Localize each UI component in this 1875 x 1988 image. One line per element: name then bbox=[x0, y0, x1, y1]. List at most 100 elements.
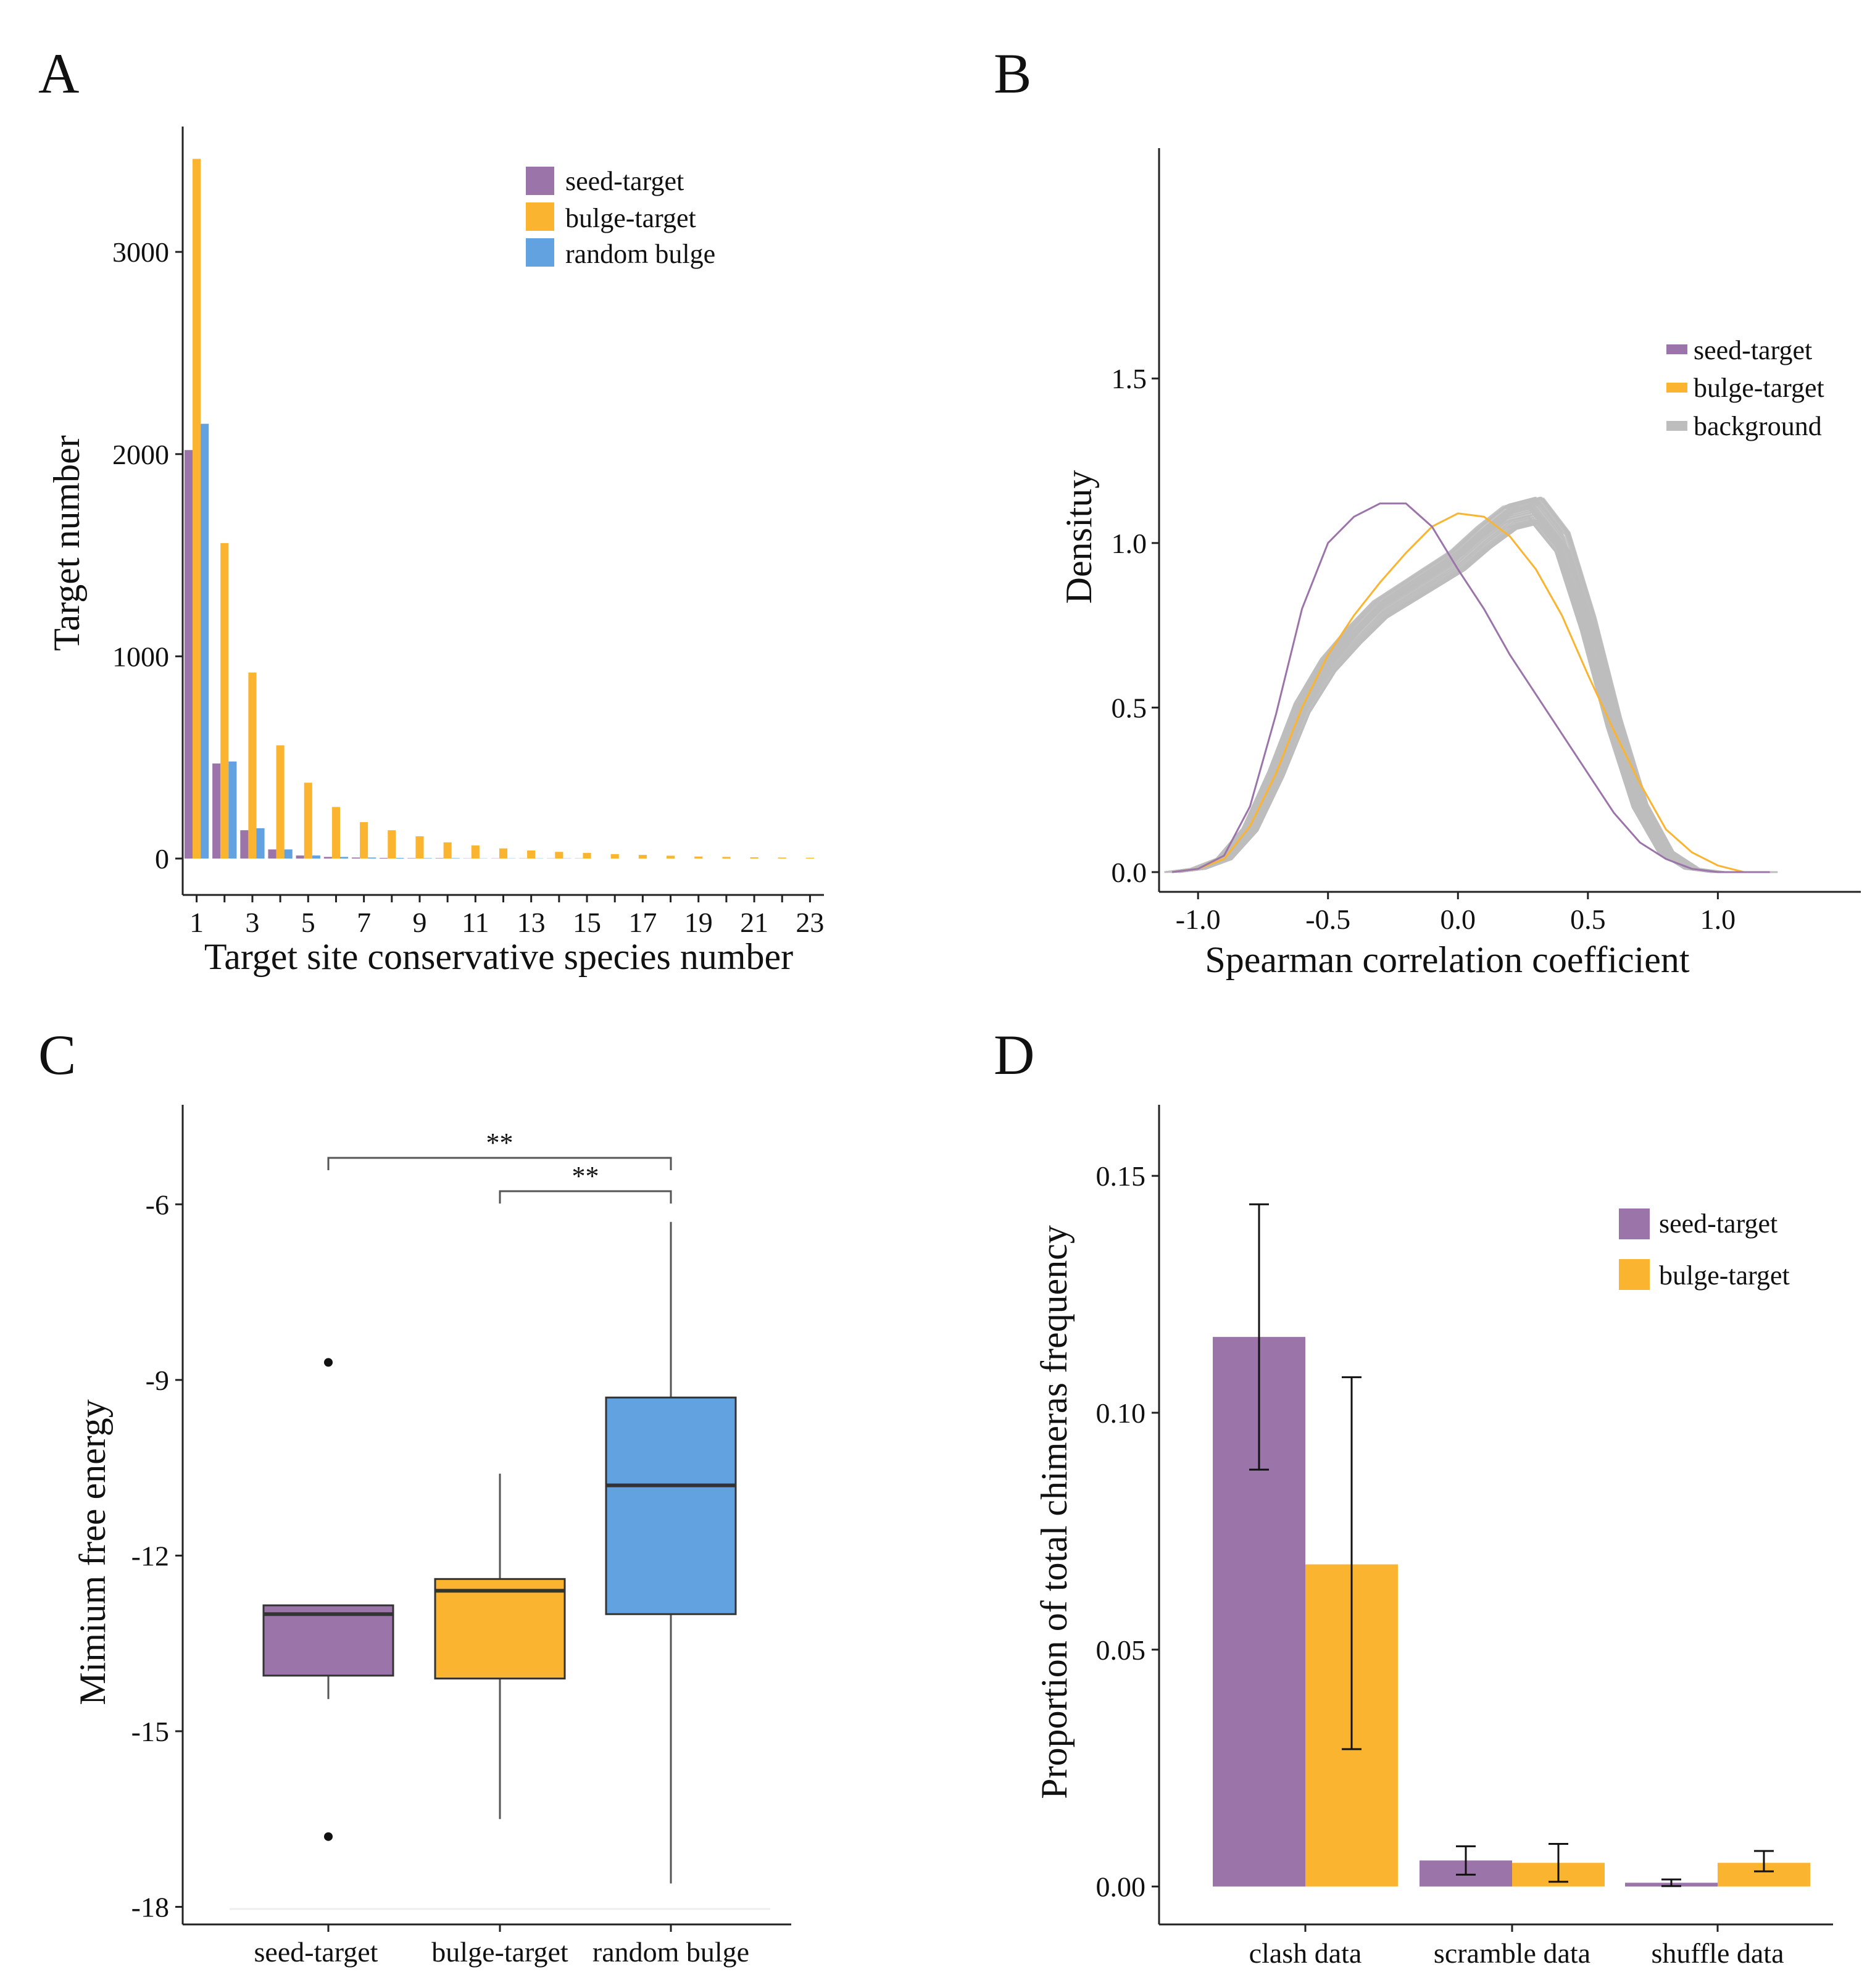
legend-label-seed-target: seed-target bbox=[565, 166, 684, 196]
y-tick-label: 0.15 bbox=[1096, 1160, 1146, 1192]
panel-d-y-axis-label: Proportion of total chimeras frequency bbox=[1034, 1225, 1075, 1799]
panel-d-bars bbox=[1213, 1337, 1810, 1887]
background-curve bbox=[1174, 522, 1773, 873]
bar-seed-target-10 bbox=[435, 858, 444, 859]
panel-a-y-ticks: 0 1000 2000 3000 bbox=[112, 236, 183, 875]
bar-bulge-target-9 bbox=[415, 836, 424, 859]
panel-b-background-curves bbox=[1164, 496, 1778, 873]
background-curve bbox=[1166, 501, 1765, 873]
panel-d-error-bars bbox=[1249, 1203, 1774, 1887]
panel-d-legend: seed-target bulge-target bbox=[1619, 1208, 1790, 1291]
bar-bulge-target-21 bbox=[750, 857, 759, 859]
y-tick-label: -9 bbox=[146, 1365, 169, 1396]
y-tick-label: 2000 bbox=[112, 439, 169, 470]
x-tick-label: -1.0 bbox=[1176, 904, 1221, 935]
legend-swatch-random-bulge bbox=[526, 238, 554, 267]
bar-random-bulge-1 bbox=[201, 423, 209, 859]
bar-random-bulge-6 bbox=[340, 857, 349, 859]
background-curve bbox=[1178, 522, 1776, 873]
background-curve bbox=[1178, 518, 1776, 873]
panel-b-axes bbox=[1158, 148, 1861, 893]
box-bulge-target bbox=[434, 1578, 566, 1680]
bar-seed-target-1 bbox=[184, 450, 193, 859]
bar-bulge-target-15 bbox=[583, 852, 591, 859]
legend-swatch-seed-target bbox=[1619, 1208, 1650, 1239]
legend-key-bulge-target bbox=[1666, 383, 1687, 393]
bar-random-bulge-5 bbox=[312, 855, 320, 859]
x-tick-label: 1 bbox=[189, 907, 204, 938]
panel-letter-d: D bbox=[994, 1023, 1034, 1086]
panel-a-x-axis-label: Target site conservative species number bbox=[204, 936, 793, 977]
bar-bulge-target-10 bbox=[443, 842, 452, 859]
legend-label-background: background bbox=[1694, 411, 1822, 441]
panel-b-y-axis-label: Densituy bbox=[1058, 470, 1099, 604]
y-tick-label: -6 bbox=[146, 1189, 169, 1220]
line-bulge-target bbox=[1171, 512, 1770, 873]
panel-b-density-plot: 0.0 0.5 1.0 1.5 -1.0 -0.5 0.0 0.5 1.0 Spearman … bbox=[1058, 148, 1861, 980]
legend-label-random-bulge: random bulge bbox=[565, 239, 715, 269]
legend-label-bulge-target: bulge-target bbox=[565, 203, 696, 233]
x-tick-label: random bulge bbox=[592, 1936, 749, 1968]
box-seed-target bbox=[262, 1604, 394, 1677]
bar-bulge-target-22 bbox=[778, 857, 786, 859]
panel-d-bar-chart: 0.00 0.05 0.10 0.15 clash data scramble data… bbox=[1034, 1105, 1833, 1969]
bar-random-bulge-7 bbox=[368, 857, 376, 859]
bar-seed-target-5 bbox=[296, 855, 304, 859]
significance-bracket bbox=[499, 1190, 672, 1204]
bar-seed-target-7 bbox=[351, 857, 360, 859]
bar-random-bulge-8 bbox=[396, 858, 404, 859]
legend-label-bulge-target: bulge-target bbox=[1659, 1260, 1790, 1291]
x-tick-label: 7 bbox=[357, 907, 371, 938]
significance-bracket bbox=[327, 1157, 672, 1170]
x-tick-label: 0.0 bbox=[1441, 904, 1476, 935]
x-tick-label: 23 bbox=[796, 907, 824, 938]
bar-bulge-target-2 bbox=[220, 543, 229, 859]
bar-bulge-target-8 bbox=[388, 830, 396, 859]
bar-seed-target-6 bbox=[323, 857, 332, 859]
x-tick-label: seed-target bbox=[254, 1936, 378, 1968]
y-tick-label: -15 bbox=[131, 1716, 169, 1747]
x-tick-label: 1.0 bbox=[1700, 904, 1736, 935]
bar-random-bulge-3 bbox=[256, 828, 265, 859]
background-curve bbox=[1176, 514, 1774, 873]
x-tick-label: shuffle data bbox=[1651, 1937, 1784, 1969]
bar-bulge-target-13 bbox=[527, 850, 536, 859]
x-tick-label: 3 bbox=[245, 907, 259, 938]
panel-b-y-ticks: 0.0 0.5 1.0 1.5 bbox=[1112, 363, 1159, 888]
x-tick-label: 17 bbox=[628, 907, 657, 938]
background-curve bbox=[1176, 522, 1774, 873]
panel-c-box-plot: -18 -15 -12 -9 -6 seed-target bulge-target ran… bbox=[72, 1105, 791, 1968]
legend-key-background bbox=[1666, 421, 1687, 431]
bar-seed-target-9 bbox=[407, 858, 416, 859]
panel-a-bars bbox=[184, 159, 814, 859]
legend-key-seed-target bbox=[1666, 344, 1687, 354]
bar-bulge-target-16 bbox=[610, 854, 619, 859]
bar-bulge-target-14 bbox=[555, 852, 563, 859]
y-tick-label: 0.5 bbox=[1112, 692, 1147, 723]
significance-label: ** bbox=[486, 1128, 513, 1158]
box-random-bulge bbox=[605, 1396, 737, 1615]
bar-bulge-target-1 bbox=[193, 159, 201, 859]
x-tick-label: 15 bbox=[573, 907, 601, 938]
bar-bulge-target-3 bbox=[248, 672, 257, 859]
line-seed-target bbox=[1171, 502, 1770, 873]
legend-swatch-bulge-target bbox=[526, 202, 554, 231]
panel-c-x-ticks: seed-target bulge-target random bulge bbox=[254, 1924, 749, 1968]
bar-random-bulge-2 bbox=[228, 761, 237, 859]
x-tick-label: 9 bbox=[412, 907, 426, 938]
background-curve bbox=[1177, 516, 1775, 873]
panel-d-y-ticks: 0.00 0.05 0.10 0.15 bbox=[1096, 1160, 1159, 1903]
x-tick-label: -0.5 bbox=[1305, 904, 1350, 935]
panel-c-y-ticks: -18 -15 -12 -9 -6 bbox=[131, 1189, 183, 1923]
y-tick-label: 0.0 bbox=[1112, 857, 1147, 888]
background-curve bbox=[1179, 517, 1778, 873]
panel-letter-b: B bbox=[994, 42, 1031, 105]
x-tick-label: 5 bbox=[301, 907, 315, 938]
bar-bulge-target-18 bbox=[666, 855, 675, 859]
y-tick-label: 0.10 bbox=[1096, 1397, 1146, 1429]
y-tick-label: -18 bbox=[131, 1892, 169, 1923]
bar-seed-target-4 bbox=[268, 849, 276, 859]
legend-label-seed-target: seed-target bbox=[1659, 1208, 1777, 1239]
significance-label: ** bbox=[572, 1161, 599, 1191]
